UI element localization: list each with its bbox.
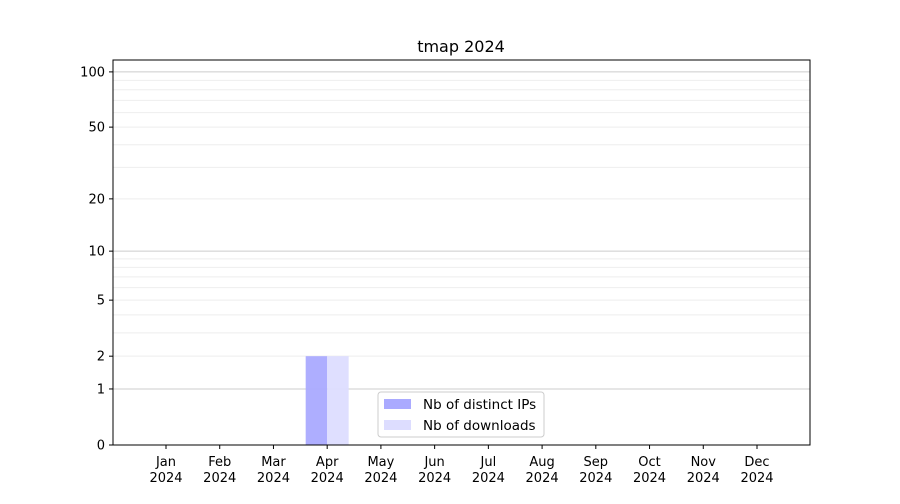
x-tick-label: Jul 2024 [472,455,505,486]
legend-swatch-ips [384,399,411,409]
y-tick-label: 100 [80,65,105,80]
x-tick-label: Dec 2024 [740,455,773,486]
y-tick-label: 5 [97,294,105,309]
y-tick-label: 2 [97,350,105,365]
x-tick-label: Apr 2024 [311,455,344,486]
y-tick-label: 10 [88,245,105,260]
x-tick-label: Jan 2024 [149,455,182,486]
x-tick-label: Mar 2024 [257,455,290,486]
legend-label-downloads: Nb of downloads [423,418,536,434]
plot-frame [112,59,811,446]
chart-title: tmap 2024 [417,37,505,56]
bar-ips [305,356,328,445]
x-tick-label: Aug 2024 [526,455,559,486]
x-tick-label: Feb 2024 [203,455,236,486]
y-tick-label: 20 [88,192,105,207]
x-tick-label: Nov 2024 [687,455,720,486]
legend-swatch-downloads [384,420,411,430]
bar-downloads [327,356,349,445]
x-tick-label: Jun 2024 [418,455,451,486]
legend-label-ips: Nb of distinct IPs [423,397,536,413]
x-tick-label: May 2024 [364,455,397,486]
grid [113,71,810,390]
x-axis: Jan 2024 Feb 2024 Mar 2024 Apr 2024 May 2024 Jun 20… [149,445,774,486]
y-axis: 0 1 2 5 10 20 50 100 [80,65,113,454]
legend-box [377,391,545,438]
x-tick-label: Sep 2024 [579,455,612,486]
y-tick-label: 50 [88,121,105,136]
y-tick-label: 1 [97,382,105,397]
x-tick-label: Oct 2024 [633,455,666,486]
y-tick-label: 0 [97,439,105,454]
legend: Nb of distinct IPs Nb of downloads [377,391,545,438]
bars [305,356,349,445]
